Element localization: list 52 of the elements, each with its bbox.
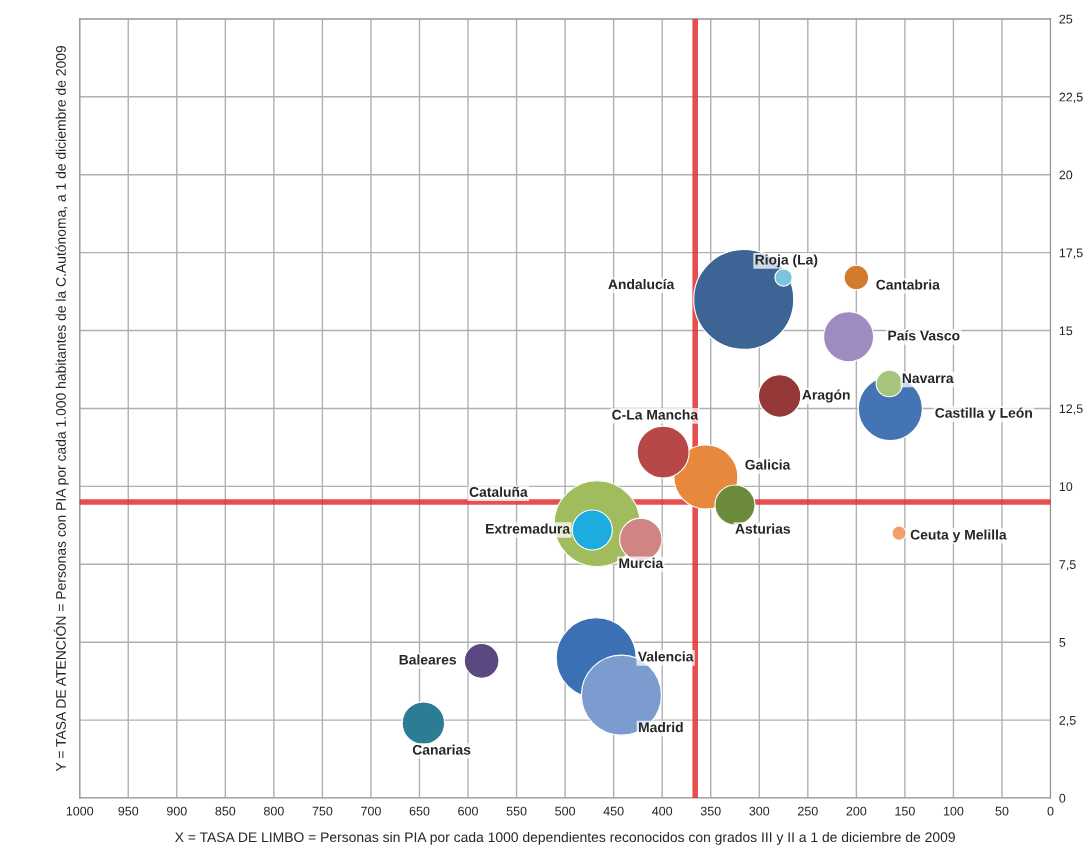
x-tick-label: 100 <box>943 806 964 816</box>
series-label: Madrid <box>639 722 683 733</box>
series-label: Extremadura <box>486 523 571 534</box>
x-tick-label: 900 <box>166 806 187 816</box>
x-tick-label: 800 <box>263 806 284 816</box>
series-label: Cantabria <box>876 279 940 290</box>
series-label: Valencia <box>637 651 694 662</box>
y-tick-label: 10 <box>1059 482 1073 492</box>
series-label: Galicia <box>745 459 791 470</box>
y-axis-title: Y = TASA DE ATENCIÓN = Personas con PIA por cada 1.000 habitantes de la C.Autónoma, a 1 de diciembre de 2009 <box>53 45 69 772</box>
series-label: Ceuta y Melilla <box>910 529 1007 543</box>
x-tick-label: 350 <box>700 806 721 816</box>
x-tick-label: 950 <box>118 806 139 816</box>
y-tick-label: 5 <box>1059 638 1066 647</box>
text: Cataluña <box>469 486 528 497</box>
series-label: Canarias <box>412 744 471 755</box>
x-tick-label: 500 <box>555 806 576 816</box>
y-tick-label: 25 <box>1059 14 1073 24</box>
series-label: C-La Mancha <box>612 409 699 420</box>
series-label: Murcia <box>619 557 664 569</box>
y-tick-label: 17,5 <box>1059 248 1083 259</box>
series-label: Aragón <box>802 389 850 403</box>
x-tick-label: 850 <box>215 806 236 816</box>
series-label: País Vasco <box>888 330 960 341</box>
x-tick-label: 300 <box>749 806 770 816</box>
x-tick-label: 450 <box>603 806 624 816</box>
series-label: Rioja (La) <box>755 254 818 268</box>
x-tick-label: 650 <box>409 806 430 816</box>
x-tick-label: 550 <box>506 806 527 816</box>
x-tick-label: 700 <box>361 806 381 816</box>
y-tick-label: 2,5 <box>1059 715 1076 727</box>
y-tick-label: 0 <box>1059 793 1066 803</box>
y-tick-label: 7,5 <box>1059 560 1076 571</box>
series-label: Baleares <box>399 654 457 665</box>
y-tick-label: 20 <box>1059 170 1073 180</box>
x-tick-label: 200 <box>846 806 867 816</box>
x-tick-label: 600 <box>458 806 478 816</box>
series-label: Navarra <box>902 373 954 384</box>
series-label: Andalucía <box>608 278 675 290</box>
y-tick-label: 22,5 <box>1059 92 1083 103</box>
y-tick-label: 15 <box>1059 326 1073 336</box>
x-tick-label: 1000 <box>66 806 94 816</box>
series-label: Castilla y León <box>935 407 1032 421</box>
x-tick-label: 150 <box>895 806 915 816</box>
series-label: Asturias <box>735 523 790 534</box>
x-tick-label: 50 <box>995 806 1009 816</box>
x-tick-label: 750 <box>312 806 333 816</box>
x-tick-label: 250 <box>798 806 818 816</box>
x-tick-label: 0 <box>1047 806 1054 816</box>
x-tick-label: 400 <box>652 806 673 816</box>
y-tick-label: 12,5 <box>1059 404 1083 415</box>
x-axis-title: X = TASA DE LIMBO = Personas sin PIA por cada 1000 dependientes reconocidos con grados III y II a 1 de diciembre de 2009 <box>175 831 955 845</box>
